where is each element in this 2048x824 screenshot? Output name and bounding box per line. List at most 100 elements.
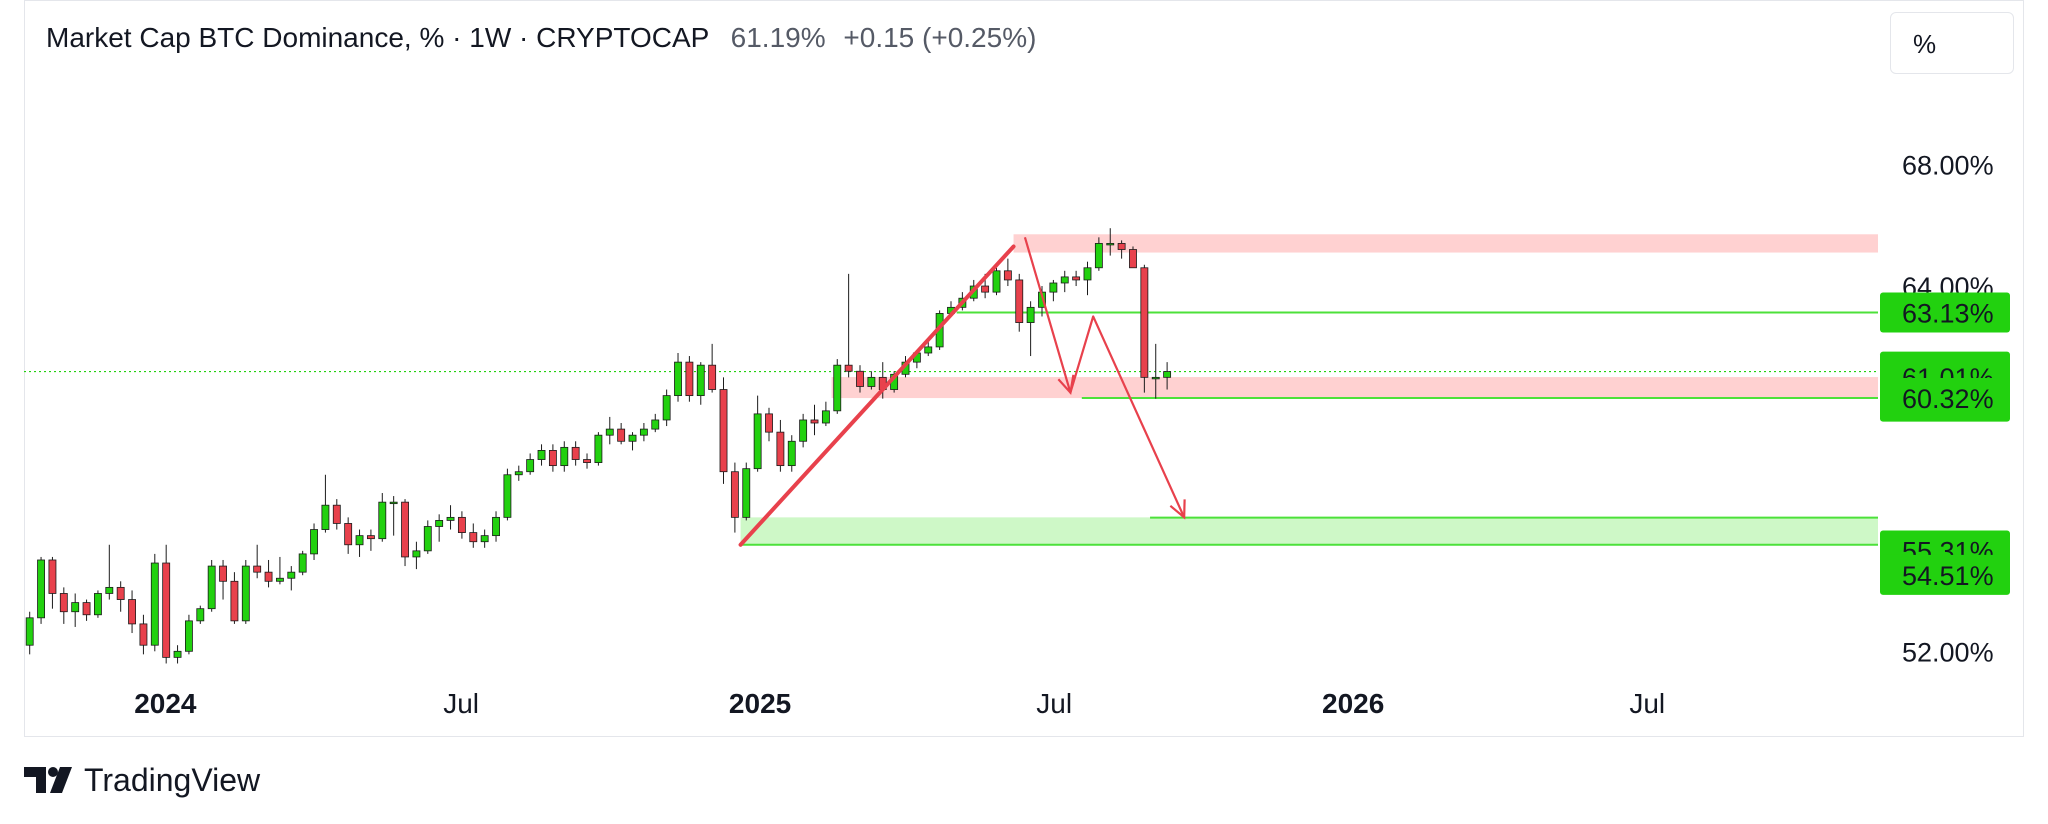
candle[interactable] (628, 434, 637, 442)
symbol-title[interactable]: Market Cap BTC Dominance, % · 1W · CRYPT… (46, 22, 709, 53)
candle[interactable] (844, 364, 853, 372)
candle[interactable] (810, 419, 819, 424)
price-tag-5[interactable] (1880, 554, 2010, 595)
candle[interactable] (1072, 276, 1081, 281)
forecast-path[interactable] (1023, 237, 1186, 518)
candle[interactable] (196, 608, 205, 622)
candle[interactable] (105, 586, 114, 594)
candle[interactable] (833, 364, 842, 412)
candle[interactable] (583, 459, 591, 463)
candle[interactable] (492, 516, 500, 537)
candle[interactable] (480, 535, 489, 543)
candle[interactable] (344, 523, 353, 546)
candle[interactable] (617, 428, 626, 442)
candle[interactable] (469, 532, 478, 543)
candle[interactable] (219, 565, 227, 582)
candle[interactable] (594, 434, 603, 463)
candle[interactable] (1049, 282, 1058, 293)
candle[interactable] (446, 516, 455, 521)
candle[interactable] (730, 471, 739, 518)
candle[interactable] (321, 504, 330, 530)
candle[interactable] (162, 562, 171, 658)
price-tag-0[interactable] (1880, 292, 2010, 333)
candle[interactable] (275, 577, 284, 582)
candle[interactable] (503, 474, 512, 518)
candle[interactable] (992, 270, 1001, 293)
candle[interactable] (116, 586, 125, 600)
candle[interactable] (82, 602, 91, 616)
candle[interactable] (332, 504, 341, 524)
candle[interactable] (571, 446, 580, 460)
candle[interactable] (298, 553, 307, 573)
zone-support-1[interactable] (831, 377, 1878, 399)
zone-supply-0[interactable] (1013, 234, 1878, 253)
candle[interactable] (48, 559, 57, 594)
candle[interactable] (514, 471, 523, 476)
candle[interactable] (662, 395, 671, 421)
candle[interactable] (94, 593, 102, 616)
percent-scale-button[interactable]: % (1890, 12, 2014, 74)
candle[interactable] (230, 580, 239, 622)
candle[interactable] (457, 516, 466, 533)
candle[interactable] (753, 413, 762, 470)
candle[interactable] (1117, 243, 1126, 250)
candle[interactable] (128, 599, 136, 625)
candle[interactable] (1026, 306, 1035, 323)
candle[interactable] (742, 468, 751, 518)
candle[interactable] (821, 410, 830, 424)
candle[interactable] (366, 535, 375, 540)
candle[interactable] (310, 529, 318, 555)
candle[interactable] (776, 431, 785, 467)
candle[interactable] (139, 623, 148, 646)
candle[interactable] (924, 346, 933, 354)
candle[interactable] (787, 440, 796, 467)
candle[interactable] (37, 559, 45, 619)
candle[interactable] (241, 565, 250, 622)
candle[interactable] (173, 650, 182, 658)
candle[interactable] (1151, 376, 1160, 380)
candle[interactable] (1060, 276, 1069, 284)
candle[interactable] (537, 450, 546, 460)
candle[interactable] (708, 364, 717, 390)
candle[interactable] (696, 364, 705, 397)
candle[interactable] (185, 620, 193, 652)
candle[interactable] (651, 419, 660, 430)
candle[interactable] (867, 376, 876, 387)
candle[interactable] (639, 428, 648, 436)
candle[interactable] (1003, 270, 1012, 281)
candle[interactable] (1129, 249, 1137, 269)
candle[interactable] (856, 370, 864, 387)
candle[interactable] (412, 550, 421, 558)
trend-line[interactable] (738, 244, 1016, 547)
candle[interactable] (423, 526, 432, 552)
candle[interactable] (526, 459, 535, 473)
candle[interactable] (674, 361, 682, 397)
candle[interactable] (207, 565, 216, 610)
candle[interactable] (765, 413, 773, 433)
candle[interactable] (71, 602, 80, 613)
candle[interactable] (355, 535, 364, 546)
candle[interactable] (401, 501, 409, 558)
candle[interactable] (981, 285, 990, 293)
candle[interactable] (1163, 371, 1172, 378)
candle[interactable] (548, 450, 557, 467)
zone-demand-2[interactable] (740, 517, 1878, 545)
candle[interactable] (560, 446, 569, 467)
candle[interactable] (25, 617, 34, 646)
candle[interactable] (719, 389, 728, 473)
candle[interactable] (253, 565, 262, 573)
candle[interactable] (389, 501, 398, 505)
candle[interactable] (435, 520, 444, 527)
candle[interactable] (685, 361, 694, 397)
candle[interactable] (799, 419, 808, 442)
candle[interactable] (378, 501, 387, 540)
candle[interactable] (1083, 267, 1092, 281)
candle[interactable] (1094, 243, 1103, 269)
candle[interactable] (1015, 279, 1024, 323)
chart-plot[interactable]: 72.00%68.00%64.00%52.00%63.13%61.19%6d 9… (0, 0, 2048, 760)
candle[interactable] (1106, 243, 1115, 246)
candle[interactable] (150, 562, 159, 646)
price-tag-3[interactable] (1880, 378, 2010, 419)
candle[interactable] (264, 571, 273, 582)
candle[interactable] (1140, 267, 1149, 378)
